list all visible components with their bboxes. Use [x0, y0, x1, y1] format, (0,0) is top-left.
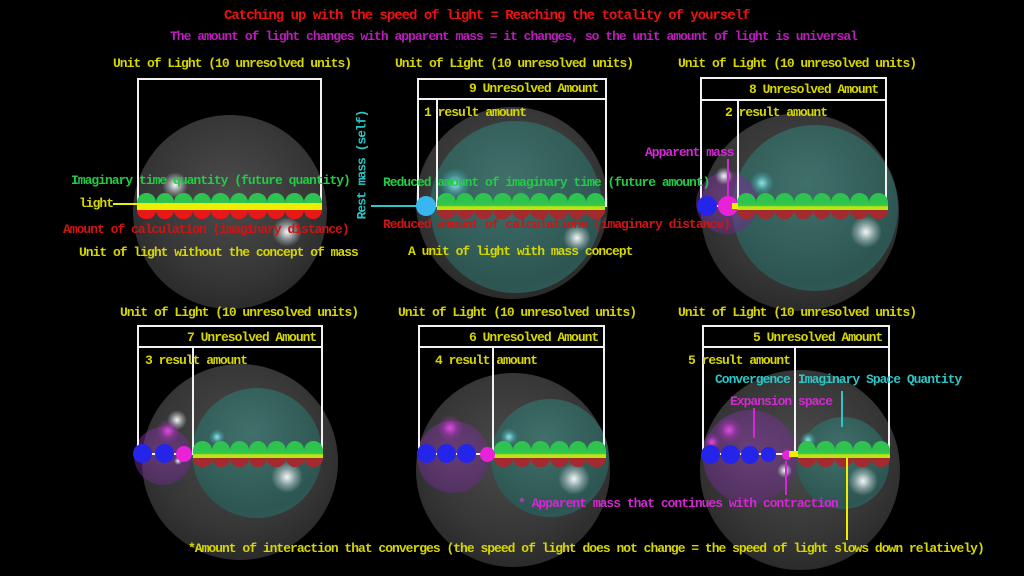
magenta-dot [782, 450, 792, 460]
panel2-caption: A unit of light with mass concept [408, 244, 633, 259]
header-divider [137, 346, 323, 348]
panel2-header: 9 Unresolved Amount [469, 81, 599, 96]
imaginary-space-label: Imaginary Space Quantity [798, 372, 962, 387]
contraction-pointer-line [785, 461, 787, 495]
blue-dot [133, 444, 152, 463]
light-strip [193, 441, 323, 467]
interaction-note: *Amount of interaction that converges (t… [188, 541, 985, 556]
imaginary-space-pointer-line [841, 391, 843, 427]
blue-dot [697, 196, 717, 216]
rest-mass-dot [416, 196, 436, 216]
convergence-label: Convergence [715, 372, 791, 387]
light-glow [272, 217, 302, 247]
panel1-title: Unit of Light (10 unresolved units) [113, 56, 352, 71]
magenta-glow [437, 415, 463, 441]
light-strip [494, 441, 606, 467]
light-glow [558, 463, 590, 495]
apparent-mass-note: * Apparent mass that continues with cont… [518, 496, 839, 511]
header-divider [702, 346, 890, 348]
light-strip [798, 441, 890, 467]
yellow-stub [789, 451, 798, 457]
panel5-result: 4 result amount [435, 353, 538, 368]
blue-dot [701, 445, 720, 464]
unit-separator-line [794, 348, 796, 453]
panel3-result: 2 result amount [725, 105, 828, 120]
page-title: Catching up with the speed of light = Re… [224, 8, 750, 24]
blue-dot [155, 444, 174, 463]
interaction-pointer-line [846, 458, 848, 540]
light-strip [137, 193, 322, 219]
unit-separator-line [436, 99, 438, 205]
magenta-dot [718, 196, 738, 216]
blue-dot [721, 445, 740, 464]
unit-separator-line [737, 100, 739, 205]
blue-dot [417, 444, 436, 463]
light-glow [848, 466, 878, 496]
panel3-title: Unit of Light (10 unresolved units) [678, 56, 917, 71]
light-glow [850, 216, 882, 248]
panel1-caption: Unit of light without the concept of mas… [79, 245, 359, 260]
panel2-title: Unit of Light (10 unresolved units) [395, 56, 634, 71]
page-subtitle: The amount of light changes with apparen… [170, 29, 858, 44]
sparkle [174, 457, 182, 465]
reduced-time-label: Reduced amount of imaginary time (future… [383, 175, 710, 190]
panel4-title: Unit of Light (10 unresolved units) [120, 305, 359, 320]
yellow-stub [732, 203, 738, 209]
cyan-glow [750, 171, 774, 195]
blue-dot [741, 446, 759, 464]
light-glow [777, 463, 792, 478]
reduced-calc-label: Reduced amount of calculations (imaginar… [383, 217, 731, 232]
light-pointer-line [113, 203, 138, 205]
panel5-header: 6 Unresolved Amount [469, 330, 599, 345]
panel4-result: 3 result amount [145, 353, 248, 368]
panel4-header: 7 Unresolved Amount [187, 330, 317, 345]
apparent-mass-label: Apparent mass [645, 145, 734, 160]
magenta-glow [156, 419, 180, 443]
panel2-result: 1 result amount [424, 105, 527, 120]
unit-separator-line [192, 348, 194, 453]
magenta-dot [176, 446, 192, 462]
expansion-space-label: Expansion space [730, 394, 833, 409]
blue-dot [761, 447, 776, 462]
header-divider [418, 346, 605, 348]
panel6-result: 5 result amount [688, 353, 791, 368]
rest-mass-label: Rest mass (self) [354, 110, 370, 220]
light-strip [437, 193, 605, 219]
unit-separator-line [492, 348, 494, 453]
panel5-title: Unit of Light (10 unresolved units) [398, 305, 637, 320]
panel6-header: 5 Unresolved Amount [753, 330, 883, 345]
blue-dot [457, 444, 476, 463]
header-divider [700, 99, 887, 101]
calculation-label: Amount of calculation (imaginary distanc… [63, 222, 350, 237]
apparent-mass-pointer-line [727, 159, 729, 197]
light-label: light [79, 196, 114, 211]
panel6-title: Unit of Light (10 unresolved units) [678, 305, 917, 320]
rest-mass-pointer-line [371, 205, 417, 207]
panel3-header: 8 Unresolved Amount [749, 82, 879, 97]
expansion-pointer-line [753, 408, 755, 438]
light-glow [563, 224, 591, 252]
magenta-dot [480, 447, 495, 462]
light-strip [737, 193, 888, 219]
header-divider [417, 98, 607, 100]
imaginary-time-label: Imaginary time quantity (future quantity… [71, 173, 351, 188]
blue-dot [437, 444, 456, 463]
